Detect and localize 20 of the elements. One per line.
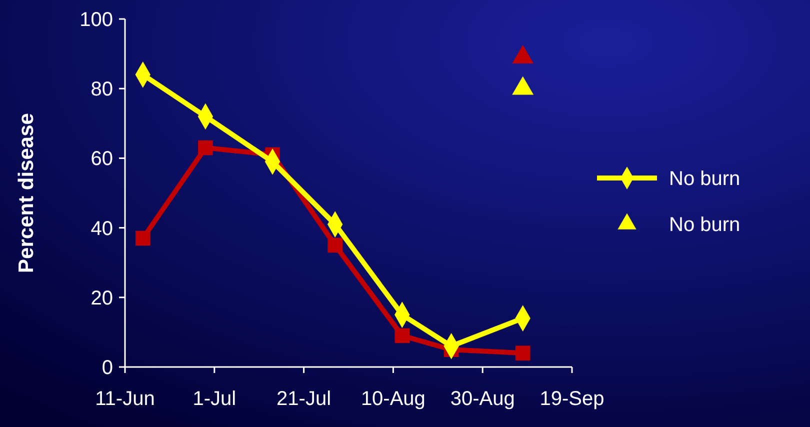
point: [515, 346, 530, 360]
x-tick-label: 1-Jul: [192, 388, 236, 410]
y-tick-label: 100: [80, 9, 113, 31]
point: [198, 140, 213, 156]
x-tick-label: 19-Sep: [540, 388, 604, 410]
y-axis-title: Percent disease: [15, 113, 38, 273]
x-tick-label: 11-Jun: [95, 388, 155, 410]
legend-label: No burn: [669, 168, 740, 190]
y-tick-label: 20: [90, 287, 113, 310]
point: [135, 230, 150, 246]
x-tick-label: 10-Aug: [360, 388, 426, 410]
y-tick-label: 60: [90, 148, 113, 170]
y-tick-label: 40: [90, 218, 113, 240]
x-tick-label: 21-Jul: [276, 388, 332, 410]
point: [394, 328, 410, 344]
point: [328, 238, 343, 253]
y-tick-label: 80: [90, 78, 113, 101]
legend-label: No burn: [669, 214, 740, 236]
y-tick-label: 0: [102, 357, 113, 379]
x-tick-label: 30-Aug: [450, 388, 515, 410]
